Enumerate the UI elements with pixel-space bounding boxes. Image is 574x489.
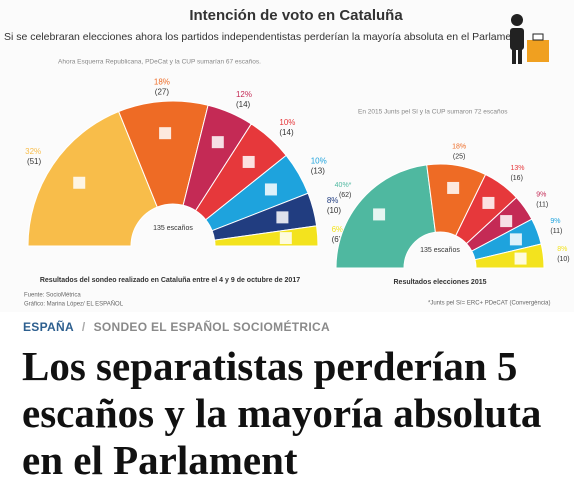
seats-label: (11) bbox=[550, 228, 562, 235]
seat-wedge bbox=[335, 164, 436, 269]
center-label: 135 escaños bbox=[420, 247, 460, 254]
party-logo bbox=[264, 183, 277, 196]
party-logo bbox=[509, 233, 522, 246]
seats-label: (51) bbox=[27, 157, 42, 166]
breadcrumb: ESPAÑA / SONDEO EL ESPAÑOL SOCIOMÉTRICA bbox=[23, 320, 330, 334]
percent-label: 9% bbox=[550, 218, 560, 225]
breadcrumb-section[interactable]: ESPAÑA bbox=[23, 320, 74, 334]
seats-label: (10) bbox=[327, 206, 342, 215]
party-logo bbox=[500, 215, 513, 228]
percent-label: 12% bbox=[236, 90, 252, 99]
infographic-title: Intención de voto en Cataluña bbox=[189, 7, 403, 24]
party-logo bbox=[211, 136, 224, 149]
seats-label: (27) bbox=[155, 87, 170, 96]
percent-label: 6% bbox=[332, 225, 344, 234]
percent-label: 32% bbox=[25, 147, 41, 156]
footnote: *Junts pel Sí= ERC+ PDeCAT (Convergència… bbox=[428, 301, 551, 307]
chart-caption: Resultados del sondeo realizado en Catal… bbox=[40, 277, 300, 284]
party-logo bbox=[279, 232, 292, 245]
seats-label: (6) bbox=[332, 235, 342, 244]
seats-label: (62) bbox=[339, 192, 351, 199]
seats-label: (14) bbox=[279, 128, 294, 137]
party-logo bbox=[73, 176, 86, 189]
seats-label: (11) bbox=[536, 202, 548, 209]
percent-label: 13% bbox=[510, 165, 524, 172]
percent-label: 8% bbox=[327, 196, 339, 205]
credit: Gráfico: Marina López/ EL ESPAÑOL bbox=[24, 301, 124, 308]
source: Fuente: SocioMétrica bbox=[24, 293, 81, 299]
percent-label: 8% bbox=[557, 246, 567, 253]
headline: Los separatistas perderían 5 escaños y l… bbox=[22, 343, 542, 483]
party-logo bbox=[242, 155, 255, 168]
breadcrumb-topic[interactable]: SONDEO EL ESPAÑOL SOCIOMÉTRICA bbox=[93, 320, 330, 334]
infographic: Intención de voto en Cataluña Si se cele… bbox=[4, 6, 570, 308]
seats-label: (25) bbox=[453, 153, 465, 160]
seats-label: (13) bbox=[311, 167, 326, 176]
seats-label: (10) bbox=[557, 256, 569, 263]
party-logo bbox=[514, 252, 527, 265]
chart-caption: Resultados elecciones 2015 bbox=[394, 279, 487, 286]
seats-label: (16) bbox=[510, 175, 522, 182]
seat-wedge bbox=[214, 225, 319, 247]
party-logo bbox=[482, 196, 495, 209]
percent-label: 9% bbox=[536, 192, 546, 199]
party-logo bbox=[159, 127, 172, 140]
center-label: 135 escaños bbox=[153, 225, 193, 232]
party-logo bbox=[447, 181, 460, 194]
percent-label: 10% bbox=[311, 157, 327, 166]
voter-icon bbox=[510, 14, 549, 64]
percent-label: 10% bbox=[279, 118, 295, 127]
breadcrumb-separator: / bbox=[81, 320, 86, 334]
chart-subtitle: En 2015 Junts pel Sí y la CUP sumaron 72… bbox=[358, 109, 508, 116]
chart-subtitle: Ahora Esquerra Republicana, PDeCat y la … bbox=[58, 59, 261, 66]
percent-label: 40%* bbox=[335, 182, 352, 189]
seat-wedge bbox=[118, 100, 209, 208]
seat-wedge bbox=[27, 110, 158, 247]
infographic-subtitle: Si se celebraran elecciones ahora los pa… bbox=[4, 31, 520, 43]
party-logo bbox=[276, 211, 289, 224]
percent-label: 18% bbox=[154, 77, 170, 86]
percent-label: 18% bbox=[452, 143, 466, 150]
party-logo bbox=[373, 208, 386, 221]
seat-wedge bbox=[474, 243, 545, 269]
seats-label: (14) bbox=[236, 100, 251, 109]
